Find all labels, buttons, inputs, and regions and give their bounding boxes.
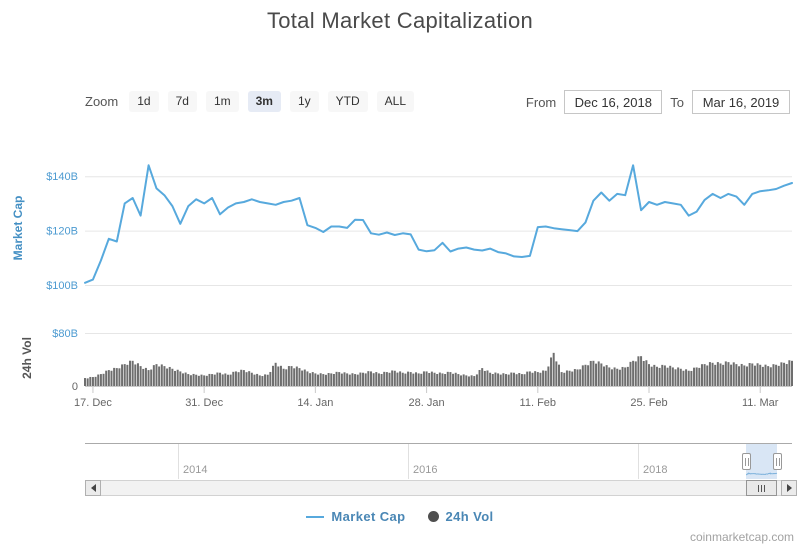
date-range-inputs: From To [526, 90, 790, 114]
x-axis-label: 11. Mar [742, 397, 779, 409]
scrollbar-left-button[interactable] [85, 480, 101, 496]
volume-tick-label: 0 [72, 381, 78, 393]
navigator-handle-left[interactable] [741, 453, 751, 470]
navigator-year-label: 2014 [183, 464, 208, 476]
x-axis-label: 17. Dec [74, 397, 112, 409]
zoom-button-3m[interactable]: 3m [247, 91, 281, 112]
zoom-button-7d[interactable]: 7d [167, 91, 197, 112]
arrow-right-icon [786, 484, 792, 492]
volume-bars [84, 352, 793, 387]
y-axis-tick-label: $100B [46, 280, 78, 292]
chart-plot-area: $100B $120B $140B 0 $80B 17. Dec 31. Dec 14. Ja… [11, 164, 793, 409]
legend-item-24h-vol[interactable]: 24h Vol [427, 509, 494, 524]
zoom-label: Zoom [85, 94, 119, 109]
market-cap-line [84, 164, 793, 284]
from-label: From [525, 94, 557, 110]
arrow-left-icon [90, 484, 96, 492]
to-label: To [670, 94, 684, 110]
x-axis-label: 28. Jan [409, 397, 445, 409]
to-date-input[interactable] [692, 90, 790, 114]
line-marker-icon [306, 515, 325, 518]
page-title: Total Market Capitalization [266, 8, 534, 33]
navigator-year-label: 2018 [643, 464, 668, 476]
navigator-gridline [408, 444, 409, 479]
scrollbar [85, 480, 797, 497]
market-cap-axis-title: Market Cap [11, 196, 25, 261]
zoom-button-all[interactable]: ALL [376, 91, 415, 112]
scrollbar-track[interactable] [85, 480, 797, 496]
y-axis-tick-label: $140B [46, 171, 78, 183]
legend: Market Cap 24h Vol [0, 509, 800, 524]
volume-axis-title: 24h Vol [20, 337, 34, 379]
navigator-year-label: 2016 [413, 464, 438, 476]
x-axis-label: 25. Feb [630, 397, 667, 409]
zoom-button-ytd[interactable]: YTD [327, 91, 368, 112]
legend-item-market-cap[interactable]: Market Cap [306, 509, 405, 524]
legend-label-24h-vol: 24h Vol [445, 509, 494, 524]
x-axis-label: 31. Dec [185, 397, 223, 409]
scrollbar-right-button[interactable] [781, 480, 797, 496]
scrollbar-thumb[interactable] [746, 480, 777, 496]
navigator-gridline [178, 444, 179, 479]
x-axis-label: 11. Feb [520, 397, 557, 409]
navigator-selected-range[interactable] [746, 444, 778, 479]
watermark-text: coinmarketcap.com [689, 530, 794, 544]
zoom-button-1y[interactable]: 1y [289, 91, 319, 112]
navigator-series-preview [746, 472, 778, 476]
x-axis-label: 14. Jan [297, 397, 333, 409]
from-date-input[interactable] [564, 90, 663, 114]
legend-label-market-cap: Market Cap [331, 509, 406, 524]
zoom-button-1m[interactable]: 1m [205, 91, 239, 112]
y-axis-tick-label: $120B [46, 226, 78, 238]
navigator[interactable]: 2014 2016 2018 [85, 443, 792, 479]
zoom-button-1d[interactable]: 1d [129, 91, 159, 112]
navigator-handle-right[interactable] [772, 453, 782, 470]
zoom-range-selector: Zoom 1d 7d 1m 3m 1y YTD ALL [85, 91, 415, 112]
circle-marker-icon [427, 511, 439, 522]
volume-tick-label: $80B [52, 328, 78, 340]
navigator-gridline [638, 444, 639, 479]
